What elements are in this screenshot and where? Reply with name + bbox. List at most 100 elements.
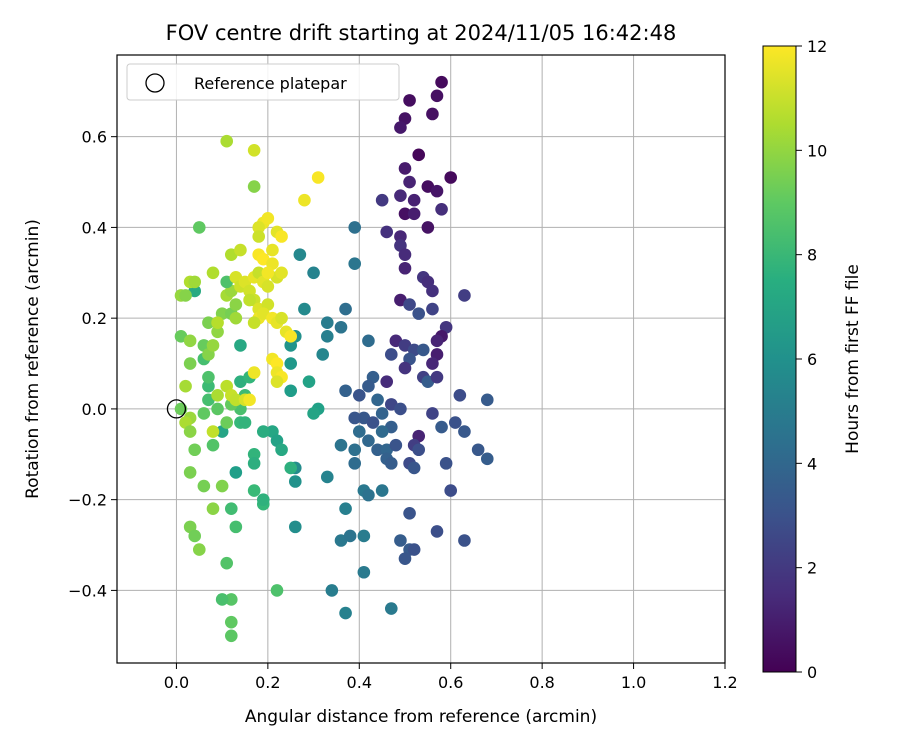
data-point: [224, 629, 238, 643]
colorbar-ticks: 0 2 4 6 8 10 12: [796, 37, 827, 682]
data-point: [444, 484, 458, 497]
legend-entry-reference: Reference platepar: [194, 74, 347, 93]
data-point: [430, 89, 444, 103]
data-point: [352, 425, 366, 438]
data-point: [183, 357, 197, 370]
data-point: [202, 370, 215, 384]
data-point: [247, 457, 261, 470]
data-point: [339, 502, 352, 516]
data-point: [375, 484, 389, 497]
x-tick-label: 0.0: [164, 673, 189, 692]
data-point: [275, 443, 288, 457]
data-point: [229, 298, 243, 311]
x-tick-label: 0.2: [255, 673, 280, 692]
data-point: [270, 584, 284, 597]
data-point: [357, 565, 371, 579]
data-point: [403, 94, 416, 107]
data-point: [362, 434, 375, 447]
data-point: [480, 393, 494, 407]
data-point: [179, 289, 192, 302]
data-point: [298, 302, 311, 316]
data-point: [307, 266, 320, 280]
y-tick-label: 0.0: [82, 400, 107, 419]
data-point: [275, 311, 288, 325]
data-point: [348, 221, 362, 234]
data-point: [284, 461, 298, 475]
y-tick-label: −0.4: [68, 581, 107, 600]
data-point: [197, 407, 211, 420]
legend-marker-reference: [145, 73, 165, 93]
data-point: [426, 407, 439, 420]
data-point: [284, 330, 298, 343]
data-point: [224, 615, 238, 629]
data-point: [380, 225, 394, 239]
data-point: [480, 452, 494, 466]
data-point: [407, 207, 421, 221]
data-point: [275, 230, 288, 243]
data-point: [448, 416, 462, 429]
data-point: [398, 261, 412, 275]
data-point: [188, 275, 202, 289]
data-point: [407, 543, 421, 556]
data-point: [293, 248, 307, 261]
data-point: [229, 393, 243, 407]
colorbar: 0 2 4 6 8 10 12 Hours from first FF file: [762, 37, 863, 682]
data-point: [371, 393, 384, 407]
data-point: [247, 180, 261, 193]
data-point: [375, 407, 389, 420]
data-point: [380, 375, 394, 388]
data-point: [247, 447, 261, 461]
data-point: [352, 388, 366, 402]
data-point: [183, 334, 197, 348]
data-point: [316, 348, 330, 361]
data-point: [211, 402, 224, 416]
colorbar-tick-label: 6: [807, 350, 817, 369]
data-point: [435, 420, 448, 434]
data-point: [224, 502, 238, 516]
data-point: [284, 384, 298, 398]
reference-marker: [166, 399, 187, 419]
data-point: [412, 307, 426, 320]
data-point: [188, 529, 202, 543]
x-axis-label: Angular distance from reference (arcmin): [245, 707, 597, 727]
data-point: [426, 302, 439, 316]
data-point: [416, 343, 430, 357]
data-point: [234, 339, 247, 352]
data-point: [458, 289, 471, 302]
data-point: [307, 407, 320, 420]
data-point: [348, 257, 362, 271]
data-point: [348, 411, 362, 425]
data-point: [357, 529, 371, 543]
data-point: [371, 443, 384, 457]
data-point: [183, 466, 197, 479]
data-point: [320, 316, 334, 330]
data-point: [412, 148, 426, 162]
data-point: [206, 438, 220, 452]
y-axis-ticks: −0.4 −0.2 0.0 0.2 0.4 0.6: [68, 128, 117, 600]
data-point: [284, 339, 298, 352]
data-point: [426, 284, 439, 298]
data-point: [412, 443, 426, 457]
x-tick-label: 1.0: [621, 673, 646, 692]
data-point: [174, 402, 188, 416]
data-point: [403, 175, 416, 189]
data-point: [302, 375, 316, 388]
data-point: [238, 416, 252, 429]
data-point: [421, 221, 435, 234]
data-point: [439, 457, 453, 470]
data-point: [430, 334, 444, 348]
data-point: [403, 298, 416, 311]
data-point: [183, 425, 197, 438]
data-point: [197, 479, 211, 493]
data-point: [339, 606, 352, 620]
data-point: [435, 75, 448, 89]
data-point: [206, 502, 220, 516]
data-point: [375, 425, 389, 438]
data-point: [398, 248, 412, 261]
data-point: [362, 488, 375, 502]
data-point: [320, 470, 334, 484]
data-point: [453, 388, 467, 402]
data-point: [348, 457, 362, 470]
data-point: [270, 375, 284, 388]
legend-box: [126, 63, 400, 101]
